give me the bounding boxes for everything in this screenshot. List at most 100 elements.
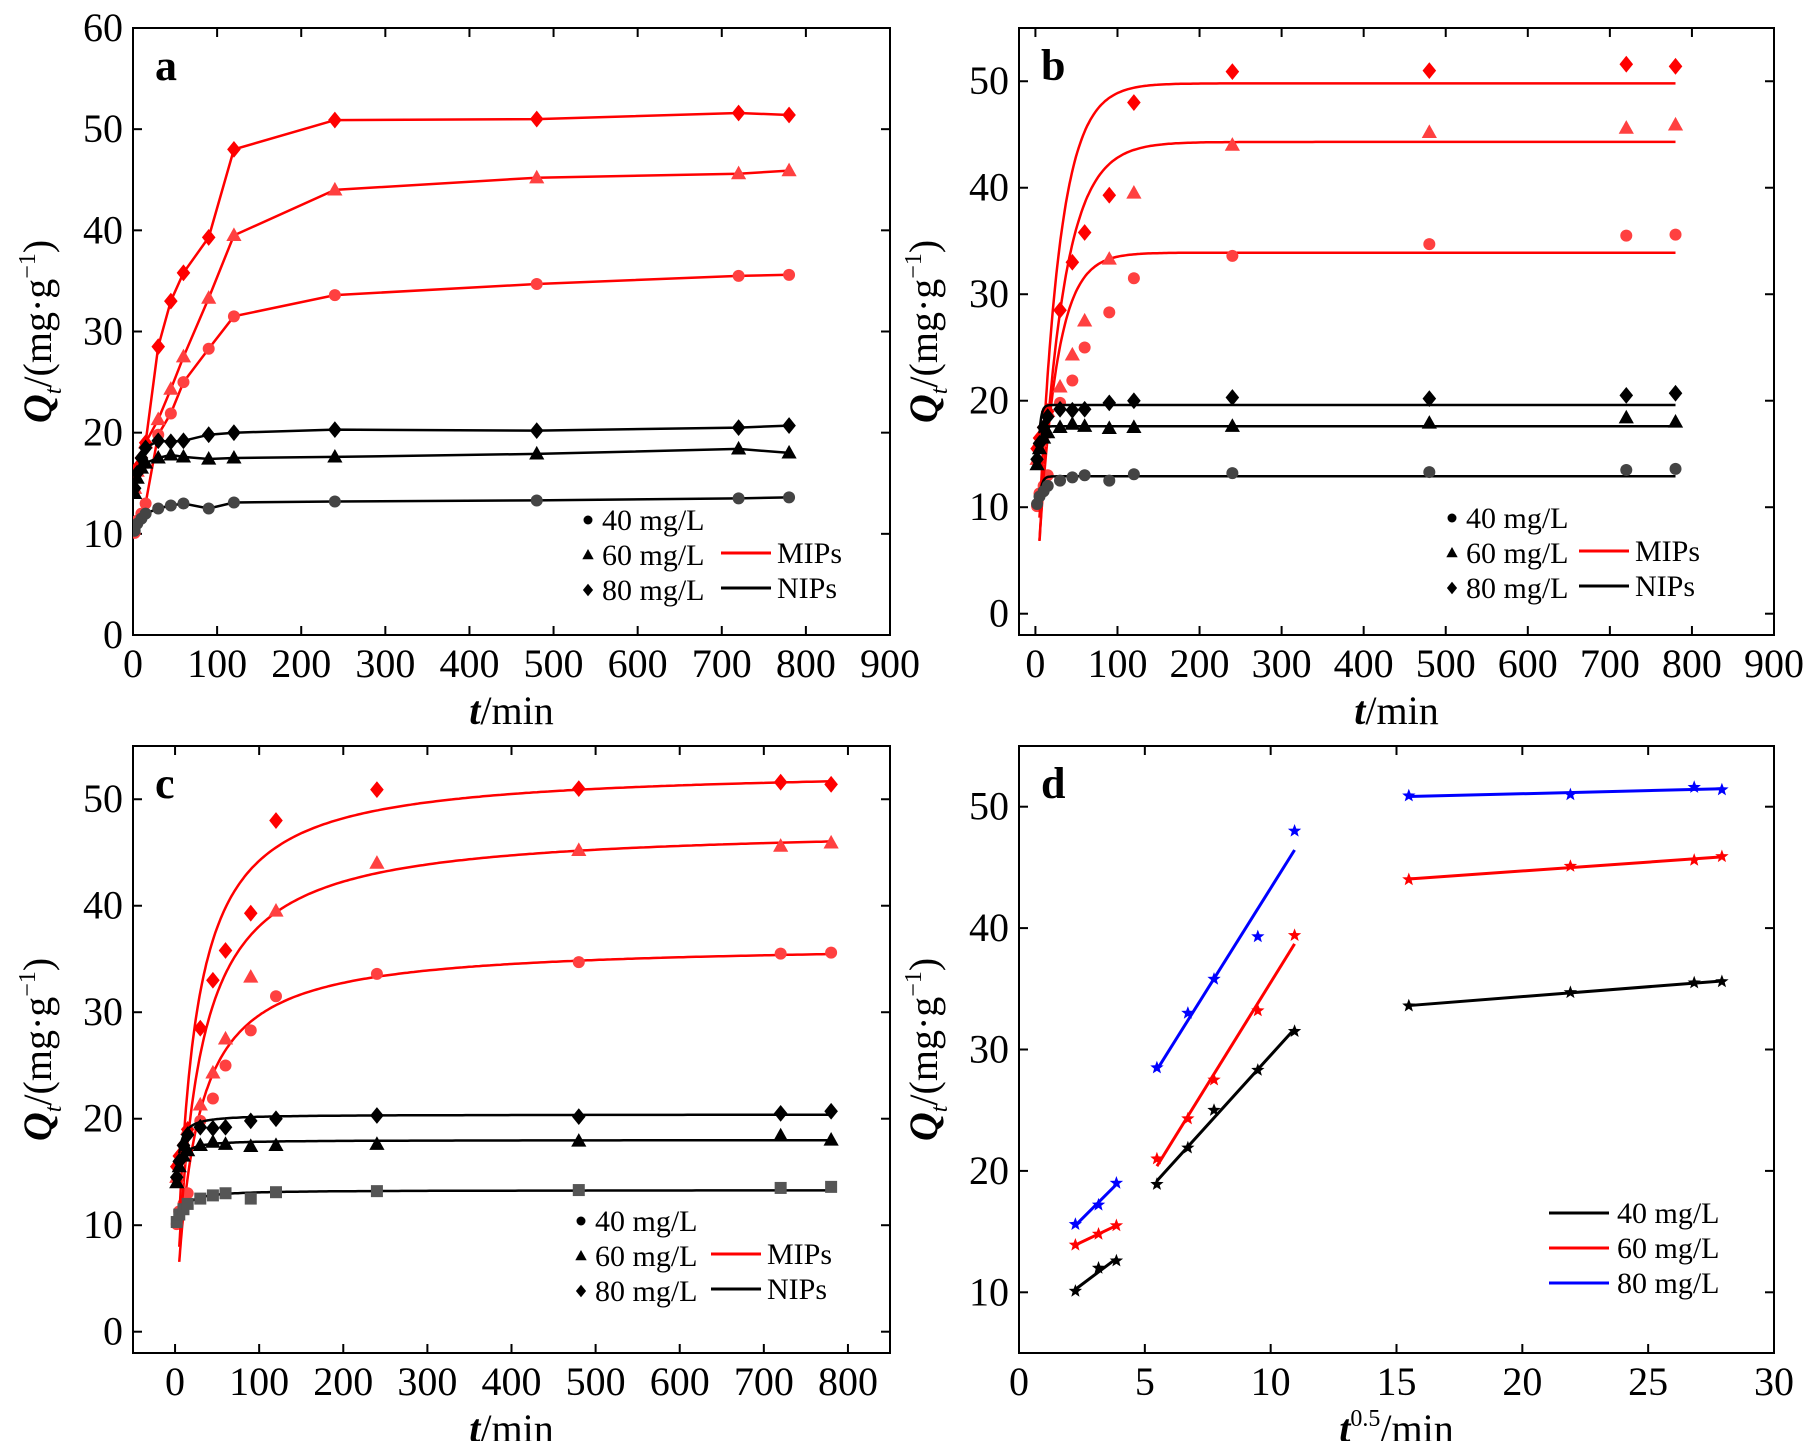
series-5 xyxy=(133,417,796,497)
data-point xyxy=(152,502,165,515)
data-point xyxy=(201,450,217,465)
data-point xyxy=(824,775,838,793)
data-point xyxy=(226,449,242,464)
data-point xyxy=(1126,185,1142,199)
fit-curve xyxy=(178,840,832,1247)
y-axis-sub: t xyxy=(41,386,67,394)
legend-label: MIPs xyxy=(777,537,842,570)
x-tick-label: 600 xyxy=(1498,641,1558,686)
legend-label: 40 mg/L xyxy=(602,504,705,537)
y-tick-label: 50 xyxy=(969,784,1009,829)
legend-label: NIPs xyxy=(777,572,837,605)
x-tick-label: 400 xyxy=(1334,641,1394,686)
data-point xyxy=(218,1118,233,1136)
legend-marker xyxy=(583,515,593,525)
data-point xyxy=(206,1189,219,1202)
data-point xyxy=(773,838,789,852)
y-tick-label: 10 xyxy=(83,1202,123,1247)
y-tick-label: 0 xyxy=(103,1309,123,1354)
data-point xyxy=(529,169,545,184)
data-point xyxy=(1127,392,1141,410)
y-tick-label: 40 xyxy=(83,883,123,928)
data-point xyxy=(1150,1060,1164,1074)
fit-line xyxy=(1155,1027,1296,1182)
data-point xyxy=(202,502,215,515)
data-point xyxy=(1287,1024,1302,1037)
data-point xyxy=(205,1134,221,1148)
y-axis-close: ) xyxy=(15,958,60,971)
series-4 xyxy=(133,440,797,499)
data-point xyxy=(1207,972,1221,985)
data-point xyxy=(1065,253,1080,271)
data-point xyxy=(269,1110,283,1128)
legend-label: MIPs xyxy=(767,1238,832,1271)
data-point xyxy=(571,1108,586,1125)
data-point xyxy=(219,1187,232,1200)
data-point xyxy=(774,1181,787,1194)
y-axis-close: ) xyxy=(901,958,946,971)
series-1 xyxy=(133,162,797,494)
data-point xyxy=(1103,474,1116,487)
data-point xyxy=(1032,434,1047,452)
data-point xyxy=(732,492,745,505)
panel-label: d xyxy=(1041,759,1065,808)
x-tick-label: 0 xyxy=(1009,1359,1029,1404)
data-point xyxy=(1251,929,1265,943)
series-2 xyxy=(1068,780,1729,1230)
data-point xyxy=(1054,474,1067,487)
data-point xyxy=(164,433,178,451)
data-point xyxy=(180,1126,195,1144)
data-point xyxy=(825,946,838,959)
x-axis-title: t0.5/min xyxy=(1339,1406,1453,1441)
y-tick-label: 50 xyxy=(83,776,123,821)
legend-label: NIPs xyxy=(1635,570,1695,603)
series-line xyxy=(133,111,790,479)
data-point xyxy=(169,1168,184,1186)
plot-area xyxy=(169,773,839,1262)
panel-label: b xyxy=(1041,41,1065,90)
fit-curve xyxy=(178,780,832,1219)
x-tick-label: 0 xyxy=(123,641,143,686)
x-tick-label: 600 xyxy=(650,1359,710,1404)
data-point xyxy=(1287,928,1302,941)
fit-line xyxy=(1155,943,1296,1167)
legend-marker xyxy=(582,549,594,560)
data-point xyxy=(1715,974,1729,988)
legend-marker xyxy=(582,583,594,597)
data-point xyxy=(370,781,384,799)
data-point xyxy=(227,141,241,158)
x-tick-label: 800 xyxy=(818,1359,878,1404)
data-point xyxy=(1078,341,1091,354)
y-axis-unit: /(mg·g xyxy=(15,279,60,388)
data-point xyxy=(227,496,240,509)
y-tick-label: 20 xyxy=(83,410,123,455)
data-point xyxy=(243,1138,259,1153)
data-point xyxy=(1064,416,1080,430)
data-point xyxy=(1064,346,1080,361)
legend-label: 60 mg/L xyxy=(1466,537,1569,570)
data-point xyxy=(1091,1197,1106,1211)
series-1 xyxy=(169,834,839,1247)
data-point xyxy=(1251,1003,1265,1017)
data-point xyxy=(825,1180,838,1193)
data-point xyxy=(1687,975,1701,989)
x-tick-label: 0 xyxy=(1025,641,1045,686)
series-5 xyxy=(1030,384,1683,468)
x-axis-title: t/min xyxy=(469,688,553,733)
data-point xyxy=(206,1119,220,1137)
data-point xyxy=(1225,389,1240,406)
data-point xyxy=(206,971,220,989)
x-axis-var: t xyxy=(469,1406,482,1441)
series-4 xyxy=(169,1127,839,1189)
data-point xyxy=(177,497,190,510)
data-point xyxy=(193,1019,208,1037)
panel-label: c xyxy=(155,759,175,808)
x-tick-label: 800 xyxy=(776,641,836,686)
x-tick-label: 25 xyxy=(1628,1359,1668,1404)
data-point xyxy=(823,834,839,849)
series-1 xyxy=(1068,849,1729,1251)
data-point xyxy=(1226,467,1239,480)
y-tick-label: 40 xyxy=(969,165,1009,210)
y-tick-label: 30 xyxy=(83,309,123,354)
